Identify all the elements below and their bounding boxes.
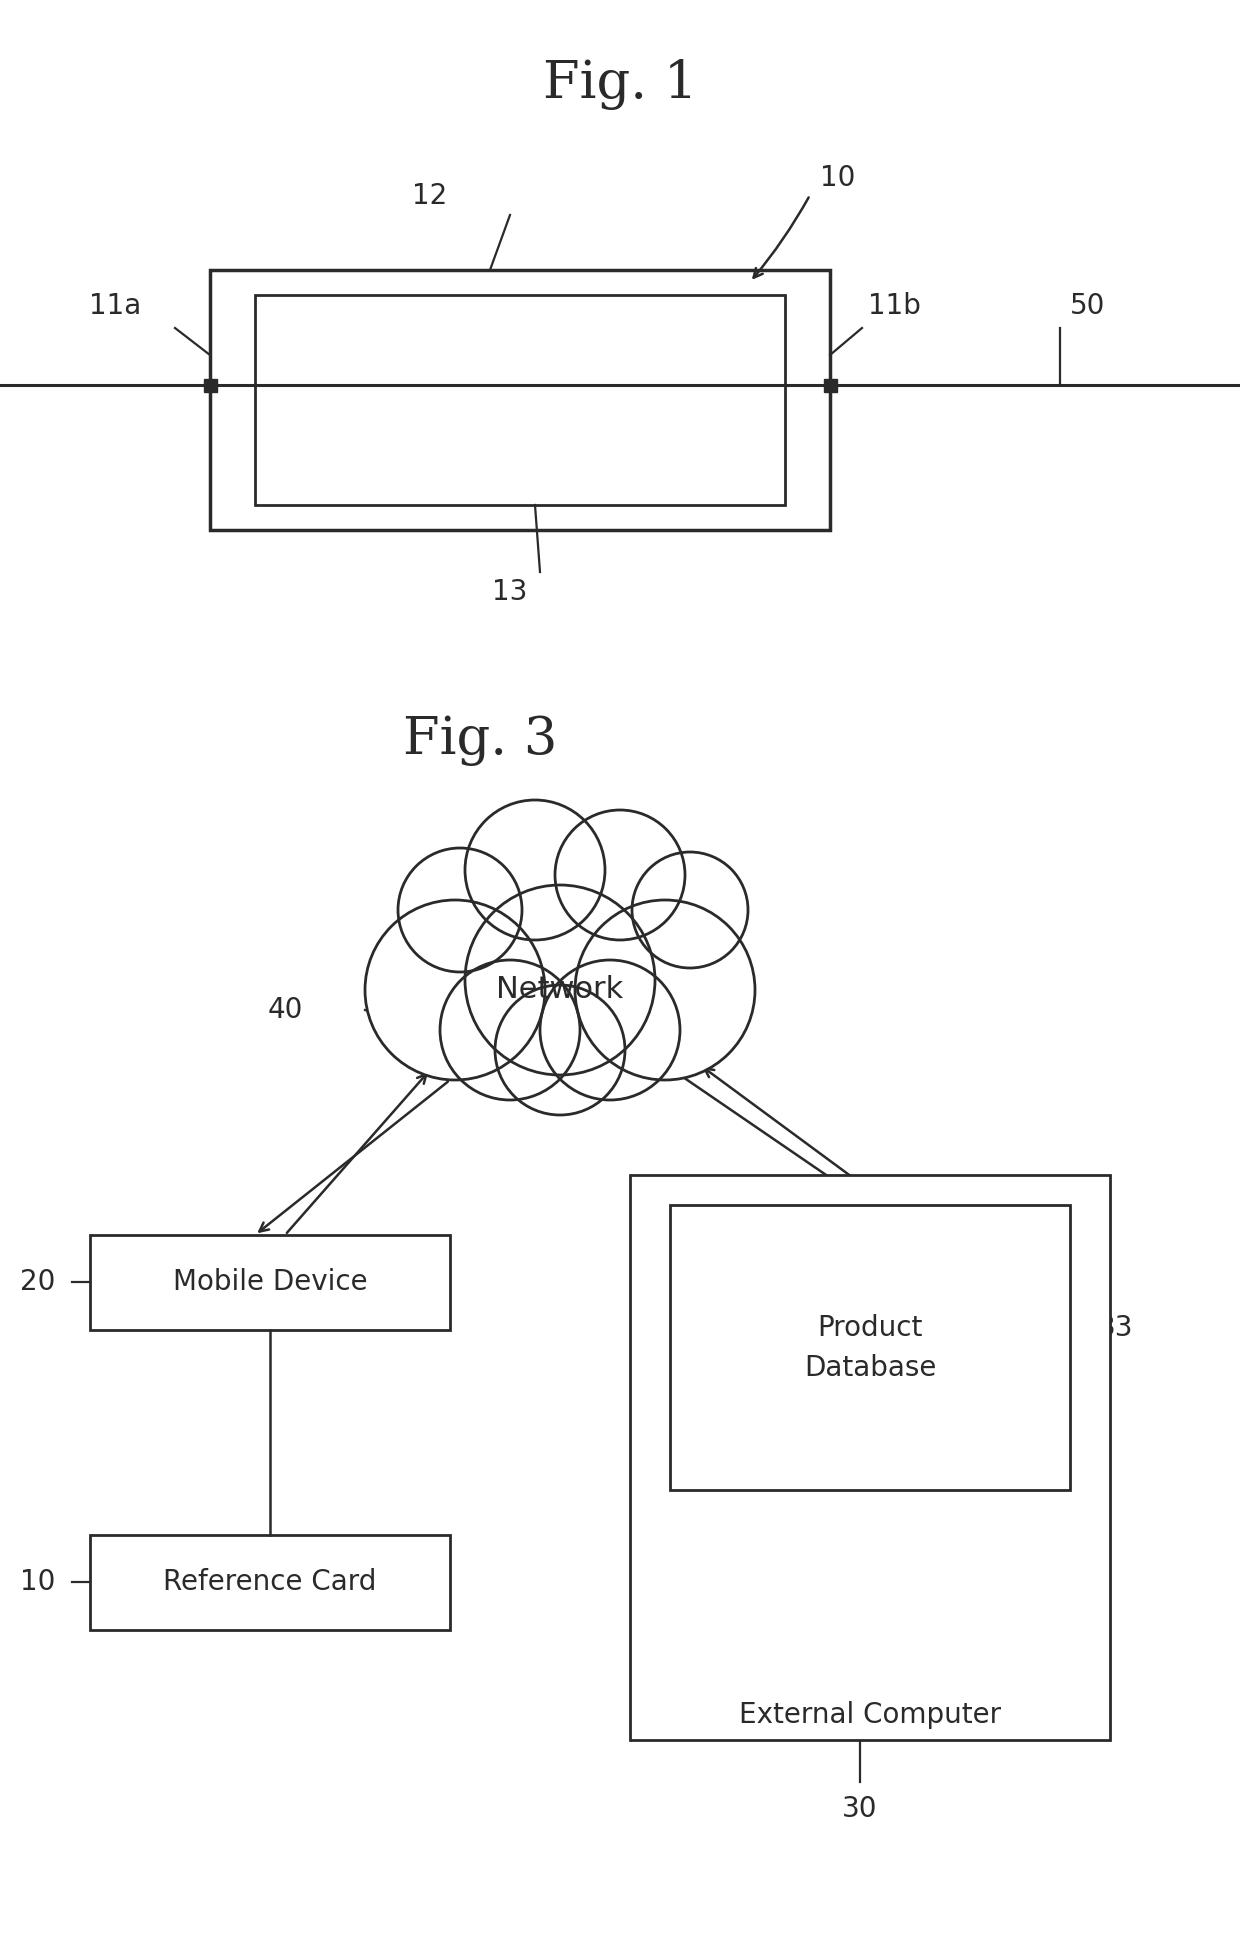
Circle shape <box>365 900 546 1079</box>
Text: 13: 13 <box>492 579 528 606</box>
Circle shape <box>398 847 522 972</box>
Text: 30: 30 <box>842 1794 878 1823</box>
Text: 33: 33 <box>1097 1315 1133 1342</box>
Circle shape <box>465 801 605 941</box>
Circle shape <box>465 884 655 1075</box>
Bar <box>630 1175 1110 1740</box>
Text: Fig. 1: Fig. 1 <box>543 60 697 111</box>
Bar <box>670 1206 1070 1490</box>
Text: 12: 12 <box>413 181 448 210</box>
Bar <box>205 380 217 392</box>
Text: 11b: 11b <box>868 292 921 319</box>
Circle shape <box>575 900 755 1079</box>
Bar <box>825 380 837 392</box>
Text: 10: 10 <box>820 164 856 193</box>
Bar <box>210 271 830 530</box>
Text: 40: 40 <box>268 995 303 1025</box>
Circle shape <box>440 960 580 1101</box>
Text: 10: 10 <box>20 1568 55 1595</box>
Bar <box>91 1535 450 1630</box>
Text: Network: Network <box>496 976 624 1005</box>
Bar <box>91 1235 450 1330</box>
Circle shape <box>539 960 680 1101</box>
Circle shape <box>495 986 625 1114</box>
Text: Mobile Device: Mobile Device <box>172 1268 367 1295</box>
Text: 50: 50 <box>1070 292 1105 319</box>
Circle shape <box>632 851 748 968</box>
Text: Reference Card: Reference Card <box>164 1568 377 1595</box>
Text: Product
Database: Product Database <box>804 1315 936 1381</box>
Text: External Computer: External Computer <box>739 1701 1001 1730</box>
Text: Fig. 3: Fig. 3 <box>403 715 557 766</box>
Circle shape <box>556 810 684 941</box>
Text: 20: 20 <box>20 1268 55 1295</box>
Bar <box>255 294 785 505</box>
Text: 11a: 11a <box>89 292 141 319</box>
